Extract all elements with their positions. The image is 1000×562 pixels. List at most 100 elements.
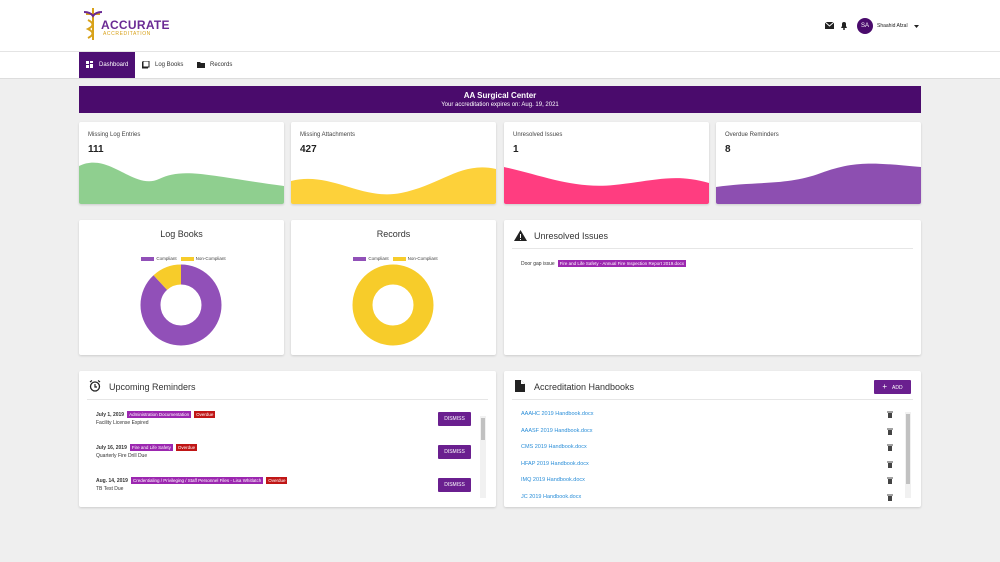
stat-sparkline <box>291 167 496 204</box>
log-books-card: Log Books Compliant Non-Compliant <box>79 220 284 355</box>
nav-bar: Dashboard Log Books Records <box>0 52 1000 79</box>
stat-value: 427 <box>300 144 317 155</box>
trash-icon[interactable] <box>887 428 893 435</box>
handbook-link[interactable]: CMS 2019 Handbook.docx <box>521 444 587 450</box>
reminder-description: TB Test Due <box>96 486 124 492</box>
trash-icon[interactable] <box>887 494 893 501</box>
banner-subtitle: Your accreditation expires on: Aug. 19, … <box>441 102 559 108</box>
handbooks-card: Accreditation Handbooks + ADD AAAHC 2019 … <box>504 371 921 507</box>
card-title: Unresolved Issues <box>534 231 609 241</box>
handbook-link[interactable]: JC 2019 Handbook.docx <box>521 493 582 500</box>
reminder-description: Quarterly Fire Drill Due <box>96 453 148 459</box>
reminder-head: July 1, 2019 Administration Documentation… <box>96 411 216 418</box>
nav-item[interactable]: Records <box>190 52 240 78</box>
document-icon <box>515 380 525 392</box>
nav-label: Records <box>210 62 233 68</box>
unresolved-card: Unresolved Issues Door gap issue Fire and… <box>504 220 921 355</box>
trash-icon[interactable] <box>887 461 893 468</box>
legend: Compliant Non-Compliant <box>79 256 284 261</box>
add-button[interactable]: + ADD <box>874 380 911 394</box>
stat-sparkline <box>79 162 284 204</box>
nav-item[interactable]: Dashboard <box>79 52 135 78</box>
scrollbar[interactable] <box>905 412 911 498</box>
alarm-icon <box>89 380 101 392</box>
reminder-status: Overdue <box>194 411 216 418</box>
stat-sparkline <box>716 163 921 204</box>
stat-sparkline <box>504 167 709 204</box>
trash-icon[interactable] <box>887 444 893 451</box>
stat-value: 111 <box>88 144 104 155</box>
legend-label: Non-Compliant <box>195 256 226 261</box>
reminder-status: Overdue <box>266 477 288 484</box>
stat-value: 1 <box>513 144 519 155</box>
mail-icon[interactable] <box>825 22 834 29</box>
legend: Compliant Non-Compliant <box>291 256 496 261</box>
donut-segment <box>140 264 222 346</box>
handbook-link[interactable]: AAASF 2019 Handbook.docx <box>521 427 593 434</box>
stat-label: Overdue Reminders <box>725 132 779 138</box>
handbook-link[interactable]: HFAP 2019 Handbook.docx <box>521 460 589 467</box>
reminder-tag: Fire and Life Safety <box>129 444 173 451</box>
trash-icon[interactable] <box>887 411 893 418</box>
reminders-card: Upcoming Reminders July 1, 2019 Administr… <box>79 371 496 507</box>
reminder-date: July 16, 2019 <box>96 444 127 451</box>
stat-label: Missing Log Entries <box>88 132 141 138</box>
nav-icon <box>197 62 205 68</box>
trash-icon[interactable] <box>887 477 893 484</box>
sparkline-area <box>504 167 709 204</box>
legend-label: Non-Compliant <box>407 256 438 261</box>
stat-label: Unresolved Issues <box>513 132 563 138</box>
divider <box>512 399 913 400</box>
nav-item[interactable]: Log Books <box>135 52 190 78</box>
legend-label: Compliant <box>156 256 177 261</box>
legend-swatch <box>353 256 367 261</box>
donut-chart <box>140 264 222 346</box>
add-label: ADD <box>892 385 903 391</box>
issue-row: Door gap issue Fire and Life Safety - Ann… <box>521 260 686 267</box>
sparkline-area <box>79 162 284 204</box>
donut-segment <box>352 264 434 346</box>
divider <box>87 399 488 400</box>
nav-label: Log Books <box>155 62 184 68</box>
legend-swatch <box>141 256 155 261</box>
stat-label: Missing Attachments <box>300 132 356 138</box>
banner-title: AA Surgical Center <box>463 91 537 100</box>
sparkline-area <box>291 167 496 204</box>
logo-subtitle: ACCREDITATION <box>103 31 151 37</box>
warning-icon <box>514 230 527 241</box>
legend-swatch <box>180 256 194 261</box>
dismiss-button[interactable]: DISMISS <box>438 478 471 492</box>
nav-icon <box>86 61 93 68</box>
dismiss-button[interactable]: DISMISS <box>438 445 471 459</box>
reminder-head: Aug. 14, 2019 Credentialing / Privileging… <box>96 477 288 484</box>
reminder-status: Overdue <box>175 444 198 451</box>
bell-icon[interactable] <box>840 21 848 30</box>
legend-label: Compliant <box>368 256 389 261</box>
card-title: Accreditation Handbooks <box>534 382 635 392</box>
sparkline-area <box>716 163 921 204</box>
stat-value: 8 <box>725 144 731 155</box>
avatar[interactable]: SA <box>857 18 873 34</box>
stat-card: Missing Log Entries 111 <box>79 122 284 204</box>
records-card: Records Compliant Non-Compliant <box>291 220 496 355</box>
handbook-link[interactable]: AAAHC 2019 Handbook.docx <box>521 411 594 417</box>
reminder-head: July 16, 2019 Fire and Life Safety Overdue <box>96 444 198 451</box>
banner: AA Surgical Center Your accreditation ex… <box>79 86 921 113</box>
card-title: Log Books <box>160 229 203 239</box>
dropdown-caret[interactable] <box>914 25 919 28</box>
reminder-tag: Administration Documentation <box>127 411 192 418</box>
card-title: Upcoming Reminders <box>109 382 196 392</box>
reminder-date: Aug. 14, 2019 <box>96 477 128 484</box>
stat-card: Unresolved Issues 1 <box>504 122 709 204</box>
user-name[interactable]: Shaahid Afzal <box>877 23 908 29</box>
dismiss-button[interactable]: DISMISS <box>438 412 471 426</box>
donut-chart <box>352 264 434 346</box>
issue-tag[interactable]: Fire and Life Safety - Annual Fire Inspe… <box>557 260 686 267</box>
nav-icon <box>142 61 150 69</box>
header: ACCURATE ACCREDITATION SA Shaahid Afzal <box>0 0 1000 52</box>
card-title: Records <box>376 229 411 239</box>
handbook-link[interactable]: IMQ 2019 Handbook.docx <box>521 477 585 483</box>
reminder-tag: Credentialing / Privileging / Staff Pers… <box>130 477 264 484</box>
scrollbar[interactable] <box>480 416 486 498</box>
